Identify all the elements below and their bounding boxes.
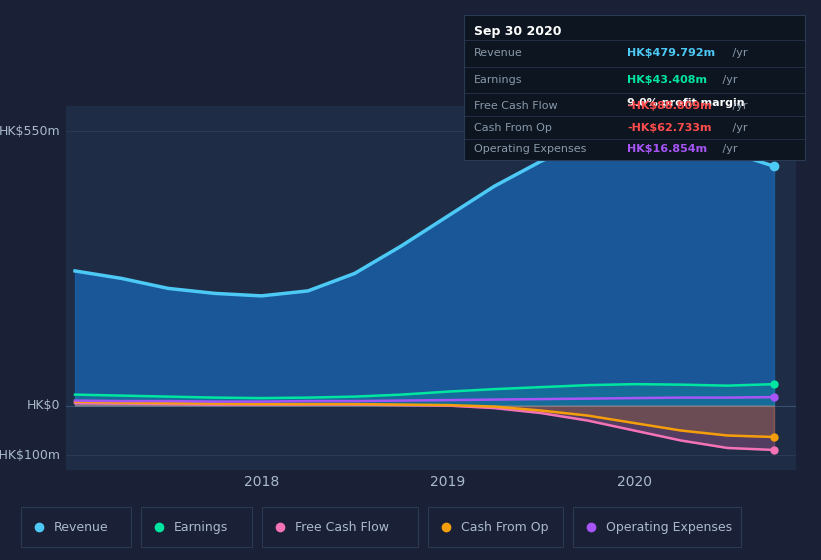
Text: Revenue: Revenue [53,521,108,534]
Text: Operating Expenses: Operating Expenses [606,521,732,534]
Text: /yr: /yr [719,75,738,85]
Text: Free Cash Flow: Free Cash Flow [474,101,557,111]
Text: Free Cash Flow: Free Cash Flow [295,521,388,534]
Text: /yr: /yr [719,144,738,155]
Text: HK$16.854m: HK$16.854m [627,144,708,155]
Text: /yr: /yr [728,101,747,111]
Text: Earnings: Earnings [174,521,228,534]
Text: Earnings: Earnings [474,75,523,85]
Text: Cash From Op: Cash From Op [474,123,552,133]
Text: -HK$100m: -HK$100m [0,449,60,462]
Text: /yr: /yr [728,48,747,58]
Text: Revenue: Revenue [474,48,523,58]
Text: Cash From Op: Cash From Op [461,521,548,534]
Text: Operating Expenses: Operating Expenses [474,144,586,155]
Text: Sep 30 2020: Sep 30 2020 [474,25,562,38]
Text: HK$479.792m: HK$479.792m [627,48,716,58]
Text: -HK$62.733m: -HK$62.733m [627,123,712,133]
Text: HK$0: HK$0 [26,399,60,412]
Text: 9.0% profit margin: 9.0% profit margin [627,98,745,108]
Text: HK$550m: HK$550m [0,125,60,138]
Text: /yr: /yr [728,123,747,133]
Text: -HK$88.809m: -HK$88.809m [627,101,712,111]
Text: HK$43.408m: HK$43.408m [627,75,708,85]
